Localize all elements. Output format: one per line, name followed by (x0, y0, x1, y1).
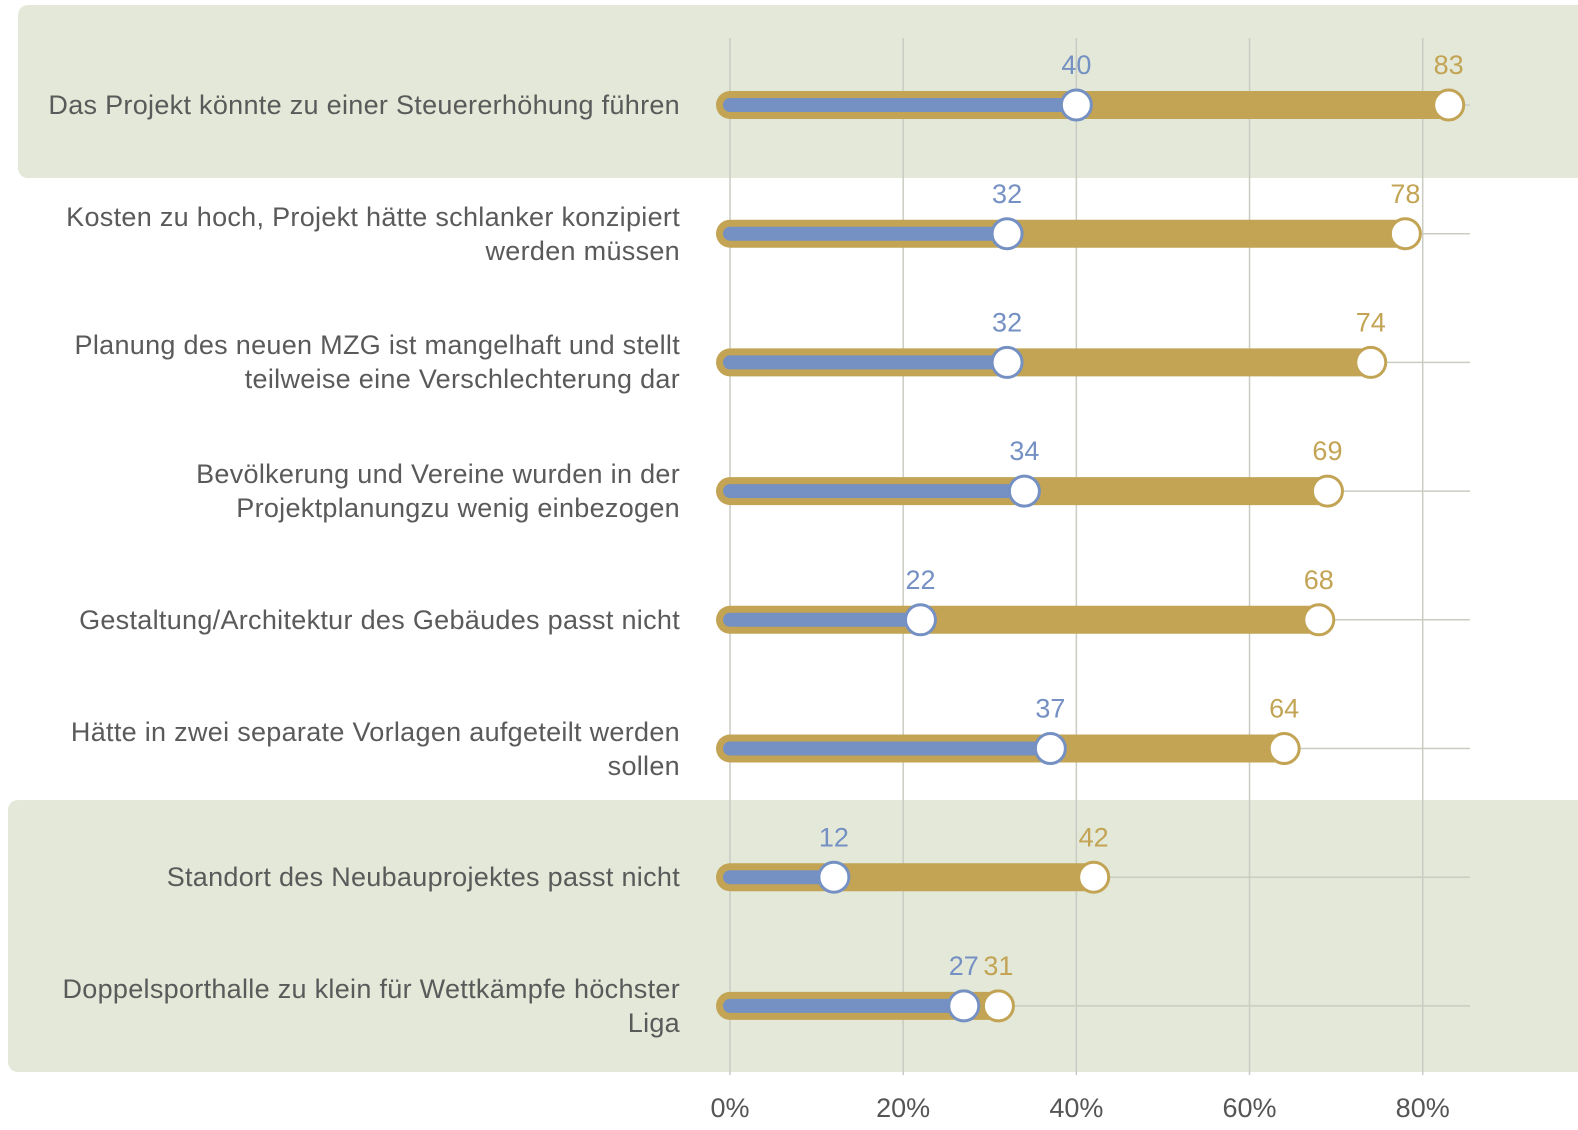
dot (1302, 603, 1336, 637)
category-label-box: Gestaltung/Architektur des Gebäudes pass… (30, 560, 680, 680)
x-tick-label: 60% (1223, 1093, 1277, 1123)
data-label: 40 (1061, 50, 1091, 80)
category-label: Doppelsporthalle zu klein für Wettkämpfe… (62, 973, 680, 1038)
category-label-box: Kosten zu hoch, Projekt hätte schlanker … (30, 174, 680, 294)
dot (1059, 88, 1093, 122)
category-label: Hätte in zwei separate Vorlagen aufgetei… (70, 716, 680, 781)
category-label-box: Standort des Neubauprojektes passt nicht (30, 817, 680, 937)
dot (947, 989, 981, 1023)
category-label-box: Planung des neuen MZG ist mangelhaft und… (30, 302, 680, 422)
category-label-box: Das Projekt könnte zu einer Steuererhöhu… (30, 45, 680, 165)
dot (990, 217, 1024, 251)
x-tick-label: 40% (1049, 1093, 1103, 1123)
x-tick-label: 0% (710, 1093, 749, 1123)
data-label: 42 (1079, 822, 1109, 852)
category-label: Planung des neuen MZG ist mangelhaft und… (74, 330, 680, 395)
dot (1033, 732, 1067, 765)
dot (1388, 217, 1422, 251)
dot (1077, 860, 1111, 894)
dot (1354, 345, 1388, 379)
x-tick-label: 20% (876, 1093, 930, 1123)
dot (981, 989, 1015, 1023)
highlight-band (8, 800, 1578, 1072)
dot (817, 860, 851, 894)
dot (1310, 474, 1344, 508)
dot (1432, 88, 1466, 122)
data-label: 74 (1356, 308, 1386, 338)
category-label: Kosten zu hoch, Projekt hätte schlanker … (66, 201, 680, 266)
dot (1007, 474, 1041, 508)
data-label: 68 (1304, 565, 1334, 595)
data-label: 31 (983, 951, 1013, 981)
data-label: 34 (1009, 436, 1039, 466)
dot (903, 603, 937, 637)
data-label: 37 (1035, 694, 1065, 724)
x-tick-label: 80% (1396, 1093, 1450, 1123)
category-label: Standort des Neubauprojektes passt nicht (166, 862, 680, 893)
data-label: 64 (1269, 694, 1299, 724)
dot (1267, 732, 1301, 765)
dot (990, 345, 1024, 379)
data-label: 12 (819, 822, 849, 852)
category-label-box: Bevölkerung und Vereine wurden in der Pr… (30, 431, 680, 551)
category-label: Bevölkerung und Vereine wurden in der Pr… (196, 459, 680, 524)
data-label: 69 (1312, 436, 1342, 466)
data-label: 32 (992, 179, 1022, 209)
data-label: 83 (1434, 50, 1464, 80)
data-label: 78 (1390, 179, 1420, 209)
data-label: 27 (949, 951, 979, 981)
category-label-box: Hätte in zwei separate Vorlagen aufgetei… (30, 689, 680, 809)
data-label: 22 (905, 565, 935, 595)
data-label: 32 (992, 308, 1022, 338)
category-label-box: Doppelsporthalle zu klein für Wettkämpfe… (30, 946, 680, 1066)
category-label: Gestaltung/Architektur des Gebäudes pass… (79, 604, 680, 635)
category-label: Das Projekt könnte zu einer Steuererhöhu… (48, 90, 680, 120)
